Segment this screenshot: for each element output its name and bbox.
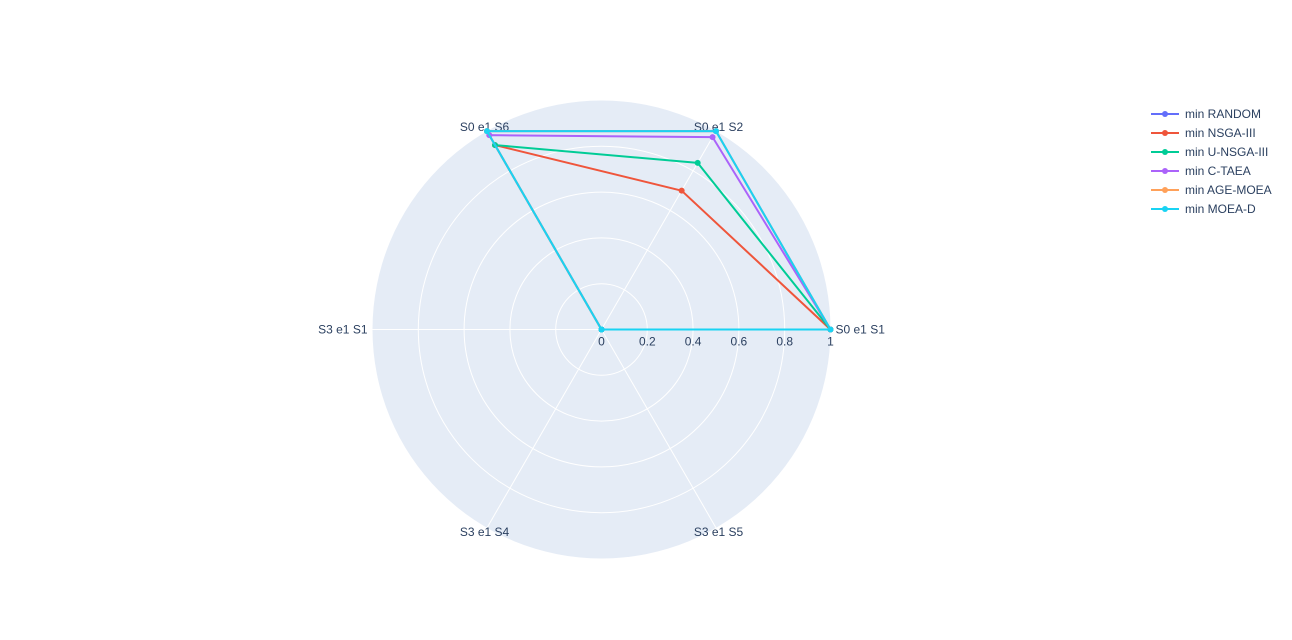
legend-item[interactable]: min C-TAEA [1151,164,1251,178]
legend-label: min NSGA-III [1185,126,1256,140]
legend-item[interactable]: min AGE-MOEA [1151,183,1272,197]
legend-label: min RANDOM [1185,107,1261,121]
legend[interactable]: min RANDOM min NSGA-III min U-NSGA-III min … [1151,107,1272,216]
radial-tick-label: 0 [598,335,605,349]
series-point [713,128,719,135]
legend-swatch-marker [1162,187,1168,193]
angular-axis-label: S3 e1 S5 [694,525,744,539]
legend-item[interactable]: min U-NSGA-III [1151,145,1268,159]
legend-swatch-marker [1162,168,1168,174]
radial-tick-label: 0.4 [685,335,702,349]
angular-axis-label: S0 e1 S1 [836,323,886,337]
legend-label: min C-TAEA [1185,164,1251,178]
legend-swatch-marker [1162,149,1168,155]
legend-item[interactable]: min RANDOM [1151,107,1261,121]
legend-item[interactable]: min MOEA-D [1151,202,1256,216]
series-point [598,326,605,333]
radial-tick-label: 0.6 [731,335,748,349]
angular-axis-label: S3 e1 S1 [318,323,368,337]
series-point [678,187,685,194]
radial-tick-label: 1 [827,335,834,349]
legend-item[interactable]: min NSGA-III [1151,126,1256,140]
grid-spoke [601,329,717,529]
radial-tick-label: 0.2 [639,335,656,349]
series-point [484,128,490,135]
legend-swatch-marker [1162,206,1168,212]
grid-spoke [486,329,602,529]
legend-label: min MOEA-D [1185,202,1256,216]
angular-axis-label: S3 e1 S4 [460,525,510,539]
series-layer [484,128,834,333]
series-point [827,326,834,333]
legend-swatch-marker [1162,111,1168,117]
radial-tick-label: 0.8 [776,335,793,349]
radial-tick-labels: 0 0.2 0.4 0.6 0.8 1 [598,335,834,349]
series-point [709,134,716,141]
series-point [694,159,701,166]
legend-swatch-marker [1162,130,1168,136]
legend-label: min AGE-MOEA [1185,183,1272,197]
legend-label: min U-NSGA-III [1185,145,1268,159]
series-trace [484,128,834,333]
